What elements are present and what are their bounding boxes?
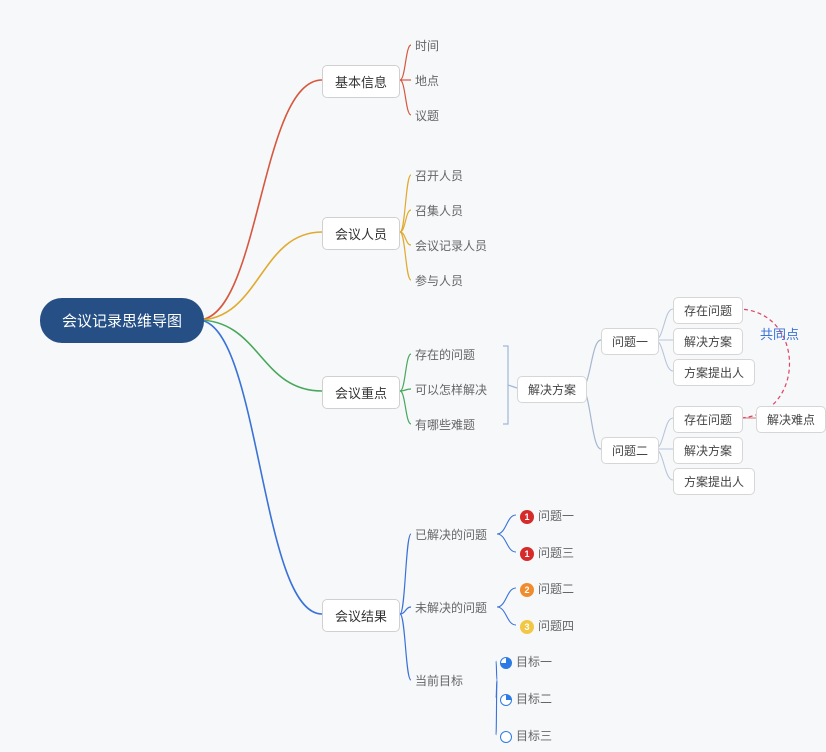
result-item: 目标二 — [500, 690, 552, 707]
leaf: 召开人员 — [415, 167, 463, 184]
result-item: 3问题四 — [520, 617, 574, 634]
leaf: 地点 — [415, 72, 439, 89]
leaf: 参与人员 — [415, 272, 463, 289]
result-item: 目标一 — [500, 653, 552, 670]
leaf: 议题 — [415, 107, 439, 124]
question-child: 解决方案 — [673, 328, 743, 355]
root-node: 会议记录思维导图 — [40, 298, 204, 343]
leaf: 存在的问题 — [415, 346, 475, 363]
result-sub: 已解决的问题 — [415, 526, 487, 543]
question-child: 方案提出人 — [673, 359, 755, 386]
branch-result: 会议结果 — [322, 599, 400, 632]
solution-node: 解决方案 — [517, 376, 587, 403]
question-child: 解决方案 — [673, 437, 743, 464]
annotation-common: 共同点 — [760, 324, 799, 343]
question-node: 问题一 — [601, 328, 659, 355]
result-item: 1问题三 — [520, 544, 574, 561]
leaf: 召集人员 — [415, 202, 463, 219]
difficulty-node: 解决难点 — [756, 406, 826, 433]
result-item: 2问题二 — [520, 580, 574, 597]
leaf: 可以怎样解决 — [415, 381, 487, 398]
branch-focus: 会议重点 — [322, 376, 400, 409]
branch-basic: 基本信息 — [322, 65, 400, 98]
result-sub: 当前目标 — [415, 672, 463, 689]
result-item: 目标三 — [500, 727, 552, 744]
leaf: 有哪些难题 — [415, 416, 475, 433]
result-sub: 未解决的问题 — [415, 599, 487, 616]
branch-people: 会议人员 — [322, 217, 400, 250]
question-node: 问题二 — [601, 437, 659, 464]
question-child: 存在问题 — [673, 297, 743, 324]
leaf: 会议记录人员 — [415, 237, 487, 254]
question-child: 存在问题 — [673, 406, 743, 433]
result-item: 1问题一 — [520, 507, 574, 524]
leaf: 时间 — [415, 37, 439, 54]
question-child: 方案提出人 — [673, 468, 755, 495]
